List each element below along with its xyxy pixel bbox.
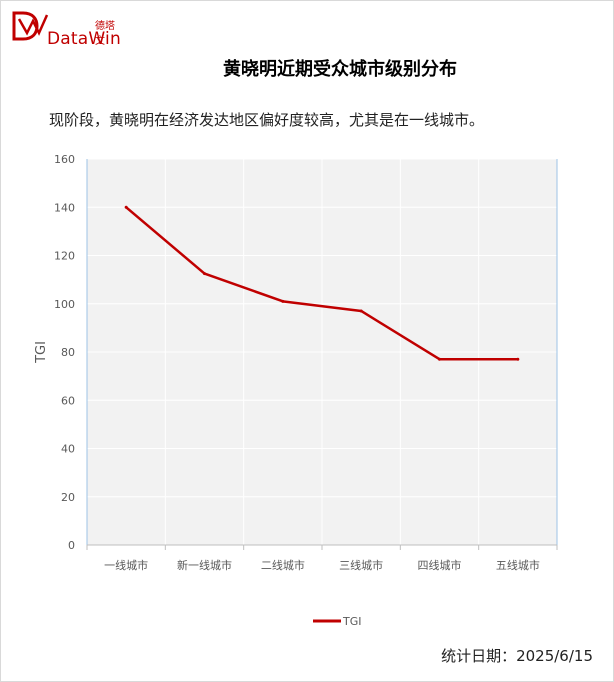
y-tick-label: 140 <box>54 201 75 214</box>
y-tick-label: 0 <box>68 539 75 552</box>
y-tick-label: 100 <box>54 298 75 311</box>
y-tick-label: 160 <box>54 153 75 166</box>
datawin-logo-icon <box>12 11 49 41</box>
x-tick-label: 二线城市 <box>261 558 305 572</box>
y-tick-label: 80 <box>61 346 75 359</box>
y-tick-label: 120 <box>54 250 75 263</box>
data-point <box>516 357 520 361</box>
data-point <box>438 357 441 361</box>
y-tick-label: 60 <box>61 394 75 407</box>
x-tick-label: 新一线城市 <box>177 558 232 572</box>
x-tick-label: 三线城市 <box>339 558 383 572</box>
y-tick-label: 20 <box>61 491 75 504</box>
data-point <box>359 309 363 313</box>
chart-title: 黄晓明近期受众城市级别分布 <box>223 59 457 80</box>
y-tick-label: 40 <box>61 443 75 456</box>
data-point <box>281 299 285 303</box>
x-tick-label: 一线城市 <box>104 558 148 572</box>
brand-name-cn: 德塔文 <box>95 21 115 47</box>
data-point <box>203 272 206 276</box>
series-line-tgi <box>124 206 520 361</box>
y-axis-label: TGI <box>34 341 49 364</box>
data-point <box>124 205 128 209</box>
line-chart: 0 20 40 60 80 100 120 140 160 一线城市 新一线城市 二线城市 三线城市 四线… <box>34 153 558 628</box>
brand-name-en: DataWin <box>47 29 121 49</box>
datawin-logo: 德塔文 DataWin <box>11 9 121 49</box>
statistics-date: 统计日期：2025/6/15 <box>441 647 593 665</box>
chart-subtitle: 现阶段，黄晓明在经济发达地区偏好度较高，尤其是在一线城市。 <box>49 111 485 129</box>
x-tick-label: 四线城市 <box>418 558 462 572</box>
x-tick-label: 五线城市 <box>496 558 540 572</box>
legend-label: TGI <box>342 615 362 628</box>
